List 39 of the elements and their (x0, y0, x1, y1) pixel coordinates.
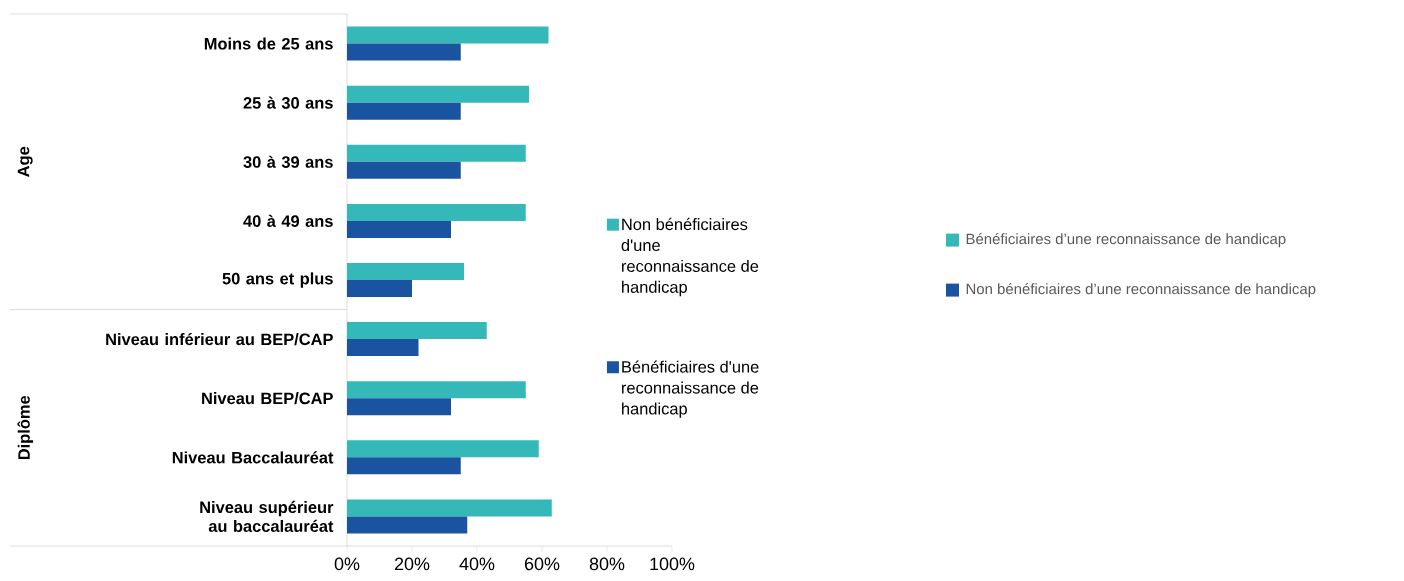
y-tick-label: 25 à 30 ans (243, 96, 333, 109)
x-tick-label: 0% (334, 557, 360, 571)
y-tick-label: Niveau Baccalauréat (172, 451, 334, 464)
y-tick-label: Niveau inférieur au BEP/CAP (106, 332, 333, 346)
x-tick-label: 60% (524, 557, 560, 571)
text: Age (17, 146, 33, 177)
x-tick-label: 80% (589, 557, 625, 571)
legend-label: Non bénéficiaires d'une reconnaissance de handicap (621, 217, 759, 297)
text: Diplôme (17, 395, 34, 460)
bar (347, 220, 451, 238)
bar (347, 102, 461, 120)
bar (347, 381, 526, 399)
y-tick-label: 30 à 39 ans (243, 155, 333, 168)
bar (347, 85, 529, 103)
bar (347, 43, 461, 61)
bar (347, 280, 412, 297)
text: Non bénéficiaires d’une reconnaissance de handicap (966, 283, 1316, 298)
bar (347, 398, 451, 416)
x-tick-label: 20% (394, 557, 430, 571)
y-tick-label: 50 ans et plus (222, 272, 333, 288)
bar (347, 161, 461, 179)
bar (347, 457, 461, 475)
x-tick-label: 40% (459, 557, 495, 571)
y-tick-label: Niveau supérieur au baccalauréat (200, 500, 334, 533)
y-tick-label: Niveau BEP/CAP (202, 392, 333, 405)
bar (347, 263, 464, 280)
y-tick-label: 40 à 49 ans (243, 214, 333, 227)
bar (347, 516, 468, 534)
bar (347, 203, 526, 221)
bar (347, 499, 552, 517)
bar (347, 26, 549, 44)
legend-label: Bénéficiaires d'une reconnaissance de handicap (622, 360, 759, 418)
bar (347, 322, 487, 340)
bar (347, 339, 419, 357)
text: Bénéficiaires d’une reconnaissance de handicap (966, 233, 1286, 248)
bar (347, 440, 539, 458)
y-tick-label: Moins de 25 ans (204, 37, 333, 50)
x-tick-label: 100% (650, 557, 695, 571)
bar (347, 144, 526, 162)
